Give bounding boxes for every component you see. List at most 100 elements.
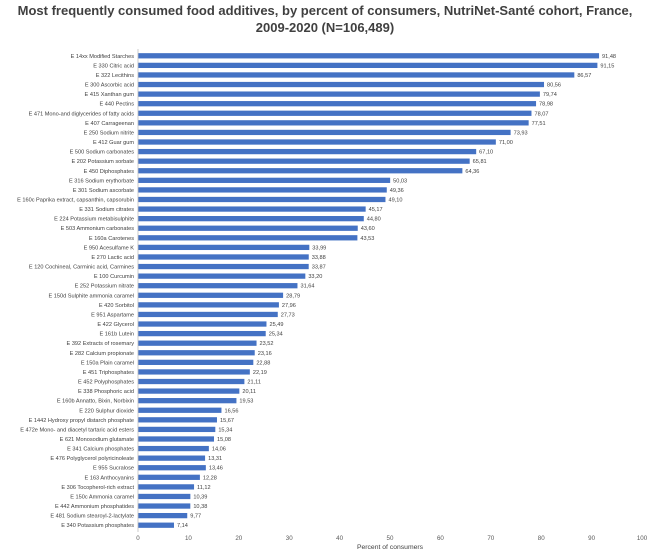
category-label: E 220 Sulphur dioxide (79, 408, 134, 414)
value-label: 23,16 (258, 351, 272, 357)
value-label: 49,36 (390, 188, 404, 194)
bar (138, 235, 358, 241)
value-label: 15,08 (217, 437, 231, 443)
x-tick-label: 70 (487, 535, 494, 542)
value-label: 43,53 (360, 236, 374, 242)
value-label: 91,48 (602, 54, 616, 60)
bar (138, 417, 217, 423)
value-label: 13,31 (208, 456, 222, 462)
category-label: E 202 Potassium sorbate (72, 159, 135, 165)
value-label: 31,64 (300, 284, 314, 290)
category-label: E 252 Potassium nitrate (75, 284, 134, 290)
bar (138, 436, 215, 442)
bar (138, 398, 237, 404)
category-label: E 160a Carotenes (89, 236, 134, 242)
category-label: E 282 Calcium propionate (70, 351, 134, 357)
value-label: 10,39 (193, 494, 207, 500)
bar (138, 493, 191, 500)
category-labels-group: E 14xx Modified Starches E 330 Citric aci… (17, 54, 134, 529)
value-label: 27,96 (282, 303, 296, 309)
value-label: 79,74 (543, 92, 557, 98)
bar (138, 378, 245, 385)
bar (138, 254, 309, 260)
value-label: 7,14 (177, 523, 188, 529)
bar (138, 426, 216, 433)
x-tick-label: 100 (637, 535, 648, 542)
category-label: E 1442 Hydroxy propyl distarch phosphate (29, 418, 134, 424)
value-label: 78,98 (539, 102, 553, 108)
value-label: 45,17 (369, 207, 383, 213)
category-label: E 316 Sodium erythorbate (69, 178, 134, 184)
category-label: E 481 Sodium stearoyl-2-lactylate (50, 514, 134, 520)
category-label: E 503 Ammonium carbonates (61, 226, 135, 232)
bar (138, 244, 310, 251)
value-label: 33,20 (308, 274, 322, 280)
bar (138, 455, 206, 461)
value-label: 15,34 (218, 427, 232, 433)
bar (138, 292, 284, 298)
bar (138, 359, 254, 365)
value-label: 28,79 (286, 293, 300, 299)
x-tick-label: 60 (437, 535, 444, 542)
category-label: E 160b Annatto, Bixin, Norbixin (57, 399, 134, 405)
x-tick-labels-group: 0 10 20 30 40 50 60 70 80 90 100 (136, 535, 647, 542)
chart-title: Most frequently consumed food additives,… (17, 3, 633, 35)
bar (138, 388, 240, 394)
value-label: 15,67 (220, 418, 234, 424)
value-label: 78,07 (534, 111, 548, 117)
x-tick-label: 10 (185, 535, 192, 542)
value-label: 50,03 (393, 178, 407, 184)
bar (138, 225, 358, 231)
bar (138, 110, 532, 116)
value-label: 20,11 (242, 389, 256, 395)
value-label: 80,56 (547, 83, 561, 89)
bar (138, 321, 267, 327)
category-label: E 150a Plain caramel (81, 360, 134, 366)
bar (138, 522, 174, 528)
bar (138, 465, 206, 471)
value-label: 43,60 (361, 226, 375, 232)
value-label: 71,00 (499, 140, 513, 146)
value-label: 11,12 (197, 485, 211, 491)
bar (138, 407, 222, 413)
bar (138, 72, 575, 78)
category-label: E 422 Glycerol (97, 322, 134, 328)
bar (138, 158, 470, 164)
x-tick-label: 0 (136, 535, 140, 542)
bar (138, 330, 266, 337)
bar (138, 206, 366, 212)
category-label: E 407 Carrageenan (85, 121, 134, 127)
category-label: E 306 Tocopherol-rich extract (61, 485, 134, 491)
category-label: E 163 Anthocyanins (85, 475, 135, 481)
x-tick-label: 40 (336, 535, 343, 542)
category-label: E 250 Sodium nitrite (84, 130, 134, 136)
value-label: 27,73 (281, 312, 295, 318)
value-label: 25,34 (269, 332, 283, 338)
value-label: 25,49 (269, 322, 283, 328)
category-label: E 415 Xanthan gum (85, 92, 135, 98)
bar (138, 340, 257, 346)
value-label: 13,46 (209, 466, 223, 472)
value-label: 14,06 (212, 447, 226, 453)
category-label: E 160c Paprika extract, capsanthin, caps… (17, 197, 134, 203)
bar (138, 148, 477, 155)
value-label: 22,19 (253, 370, 267, 376)
value-label: 19,53 (239, 399, 253, 405)
x-tick-label: 90 (588, 535, 595, 542)
category-label: E 150d Sulphite ammonia caramel (48, 293, 134, 299)
bar (138, 311, 278, 318)
category-label: E 330 Citric acid (93, 63, 134, 69)
category-label: E 955 Sucralose (93, 466, 134, 472)
x-axis-label: Percent of consumers (357, 544, 424, 551)
value-label: 9,77 (190, 514, 201, 520)
value-label: 21,11 (247, 380, 261, 386)
bar (138, 216, 364, 222)
category-label: E 412 Guar gum (93, 140, 134, 146)
category-label: E 471 Mono-and diglycerides of fatty aci… (29, 111, 135, 117)
bar (138, 139, 496, 145)
category-label: E 442 Ammonium phosphatides (55, 504, 134, 510)
value-label: 22,88 (256, 360, 270, 366)
value-label: 86,57 (577, 73, 591, 79)
bar (138, 273, 306, 279)
bar (138, 196, 386, 203)
